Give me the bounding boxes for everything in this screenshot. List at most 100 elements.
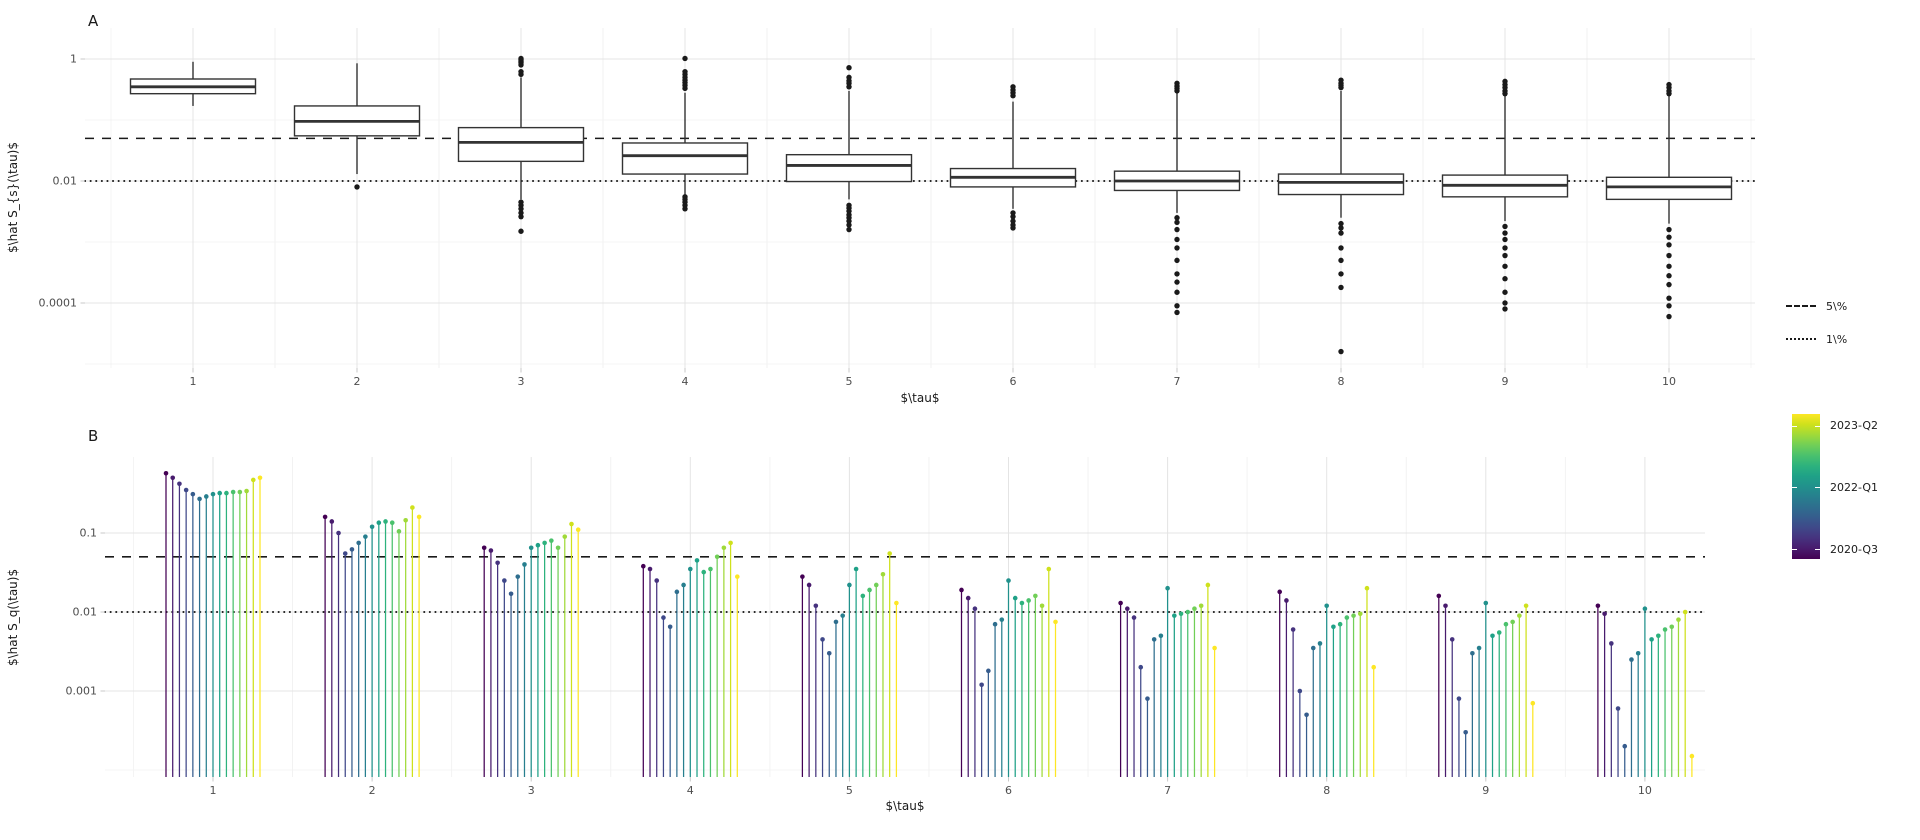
stem-dot xyxy=(853,566,859,572)
stem-dot xyxy=(701,569,707,575)
outlier-dot xyxy=(1502,276,1508,282)
stem-dot xyxy=(1019,600,1025,606)
outlier-dot xyxy=(1174,271,1180,277)
stem-dot xyxy=(1530,700,1536,706)
y-tick-label: 0.01 xyxy=(53,175,78,188)
stem-dot xyxy=(549,538,554,543)
outlier-dot xyxy=(1666,242,1672,248)
stem-dot xyxy=(999,617,1005,622)
outlier-dot xyxy=(1338,225,1344,231)
x-tick-label: 1 xyxy=(210,784,217,797)
outlier-dot xyxy=(1010,210,1016,216)
stem-dot xyxy=(708,566,713,572)
stem-dot xyxy=(376,520,382,526)
panel-a-x-axis-title: $\tau$ xyxy=(900,391,940,405)
stem-dot xyxy=(1364,585,1370,591)
x-tick-label: 3 xyxy=(528,784,535,797)
outlier-dot xyxy=(1666,252,1672,259)
legend-label-5pct: 5\% xyxy=(1826,299,1848,313)
reference-line-legend: 5\% 1\% xyxy=(1786,296,1847,362)
stem-dot xyxy=(575,527,581,533)
panel-a-label: A xyxy=(88,12,99,30)
stem-dot xyxy=(257,475,263,481)
stem-dot xyxy=(1006,578,1011,583)
outlier-dot xyxy=(1010,213,1016,220)
stem-dot xyxy=(1165,585,1170,591)
outlier-dot xyxy=(1338,284,1344,291)
box xyxy=(457,126,585,163)
outlier-dot xyxy=(1666,303,1672,309)
outlier-dot xyxy=(1666,263,1672,269)
outlier-dot xyxy=(1666,313,1672,320)
stem-dot xyxy=(1172,613,1177,618)
stem-dot xyxy=(250,477,256,483)
legend-row-1pct: 1\% xyxy=(1786,329,1847,349)
stem-dot xyxy=(820,637,825,642)
dotted-line-key-icon xyxy=(1786,338,1816,340)
outlier-dot xyxy=(1174,215,1180,221)
outlier-dot xyxy=(1338,220,1344,227)
outlier-dot xyxy=(1174,309,1180,316)
stem-dot xyxy=(1012,595,1018,601)
stem-dot xyxy=(840,613,845,618)
stem-dot xyxy=(1205,582,1211,588)
outlier-dot xyxy=(1010,225,1016,231)
outlier-dot xyxy=(1338,348,1344,355)
stem-dot xyxy=(986,668,991,674)
stem-dot xyxy=(1602,611,1607,617)
stem-dot xyxy=(1622,743,1628,749)
stem-dot xyxy=(721,545,727,551)
outlier-dot xyxy=(1666,273,1672,279)
stem-dot xyxy=(1284,598,1289,603)
stem-dot xyxy=(1151,637,1157,642)
stem-dot xyxy=(1662,627,1668,632)
stem-dot xyxy=(555,545,561,551)
stem-dot xyxy=(481,545,487,551)
stem-dot xyxy=(1192,606,1197,612)
stem-dot xyxy=(1463,730,1468,735)
quarter-colorbar xyxy=(1792,414,1820,559)
outlier-dot xyxy=(846,65,852,71)
x-tick-label: 7 xyxy=(1164,784,1171,797)
stem-dot xyxy=(349,547,355,552)
stem-dot xyxy=(410,505,415,510)
outlier-dot xyxy=(1174,303,1180,309)
stem-dot xyxy=(363,534,368,539)
stem-dot xyxy=(1039,603,1045,609)
stem-dot xyxy=(714,554,720,560)
stem-dot xyxy=(336,530,341,536)
stem-dot xyxy=(1476,645,1482,651)
outlier-dot xyxy=(1174,279,1180,285)
outlier-dot xyxy=(1666,281,1672,288)
stem-dot xyxy=(383,519,388,524)
panel-b-y-axis-title: $\hat S_q(\tau)$ xyxy=(6,568,20,666)
outlier-dot xyxy=(1502,289,1508,295)
box xyxy=(621,142,749,175)
outlier-dot xyxy=(518,206,524,212)
stem-dot xyxy=(880,572,886,577)
stem-dot xyxy=(1490,633,1495,639)
stem-dot xyxy=(1290,627,1296,632)
outlier-dot xyxy=(1502,306,1508,312)
panel-b-x-axis-title: $\tau$ xyxy=(885,799,925,813)
x-tick-label: 9 xyxy=(1482,784,1489,797)
stem-dot xyxy=(674,589,680,595)
stem-dot xyxy=(163,470,169,476)
stem-dot xyxy=(1046,566,1052,572)
outlier-dot xyxy=(1502,263,1508,269)
x-tick-label: 2 xyxy=(354,375,361,388)
stem-dot xyxy=(217,490,223,496)
outlier-dot xyxy=(1666,234,1672,240)
colorbar-tick xyxy=(1792,426,1797,427)
stem-dot xyxy=(1371,664,1376,670)
stem-dot xyxy=(203,494,209,499)
colorbar-tick xyxy=(1792,487,1797,488)
outlier-dot xyxy=(846,226,852,233)
box xyxy=(785,153,913,183)
stem-dot xyxy=(342,551,348,556)
outlier-dot xyxy=(1502,236,1508,243)
x-tick-label: 8 xyxy=(1323,784,1330,797)
stem-dot xyxy=(522,562,527,567)
outlier-dot xyxy=(1338,84,1344,91)
